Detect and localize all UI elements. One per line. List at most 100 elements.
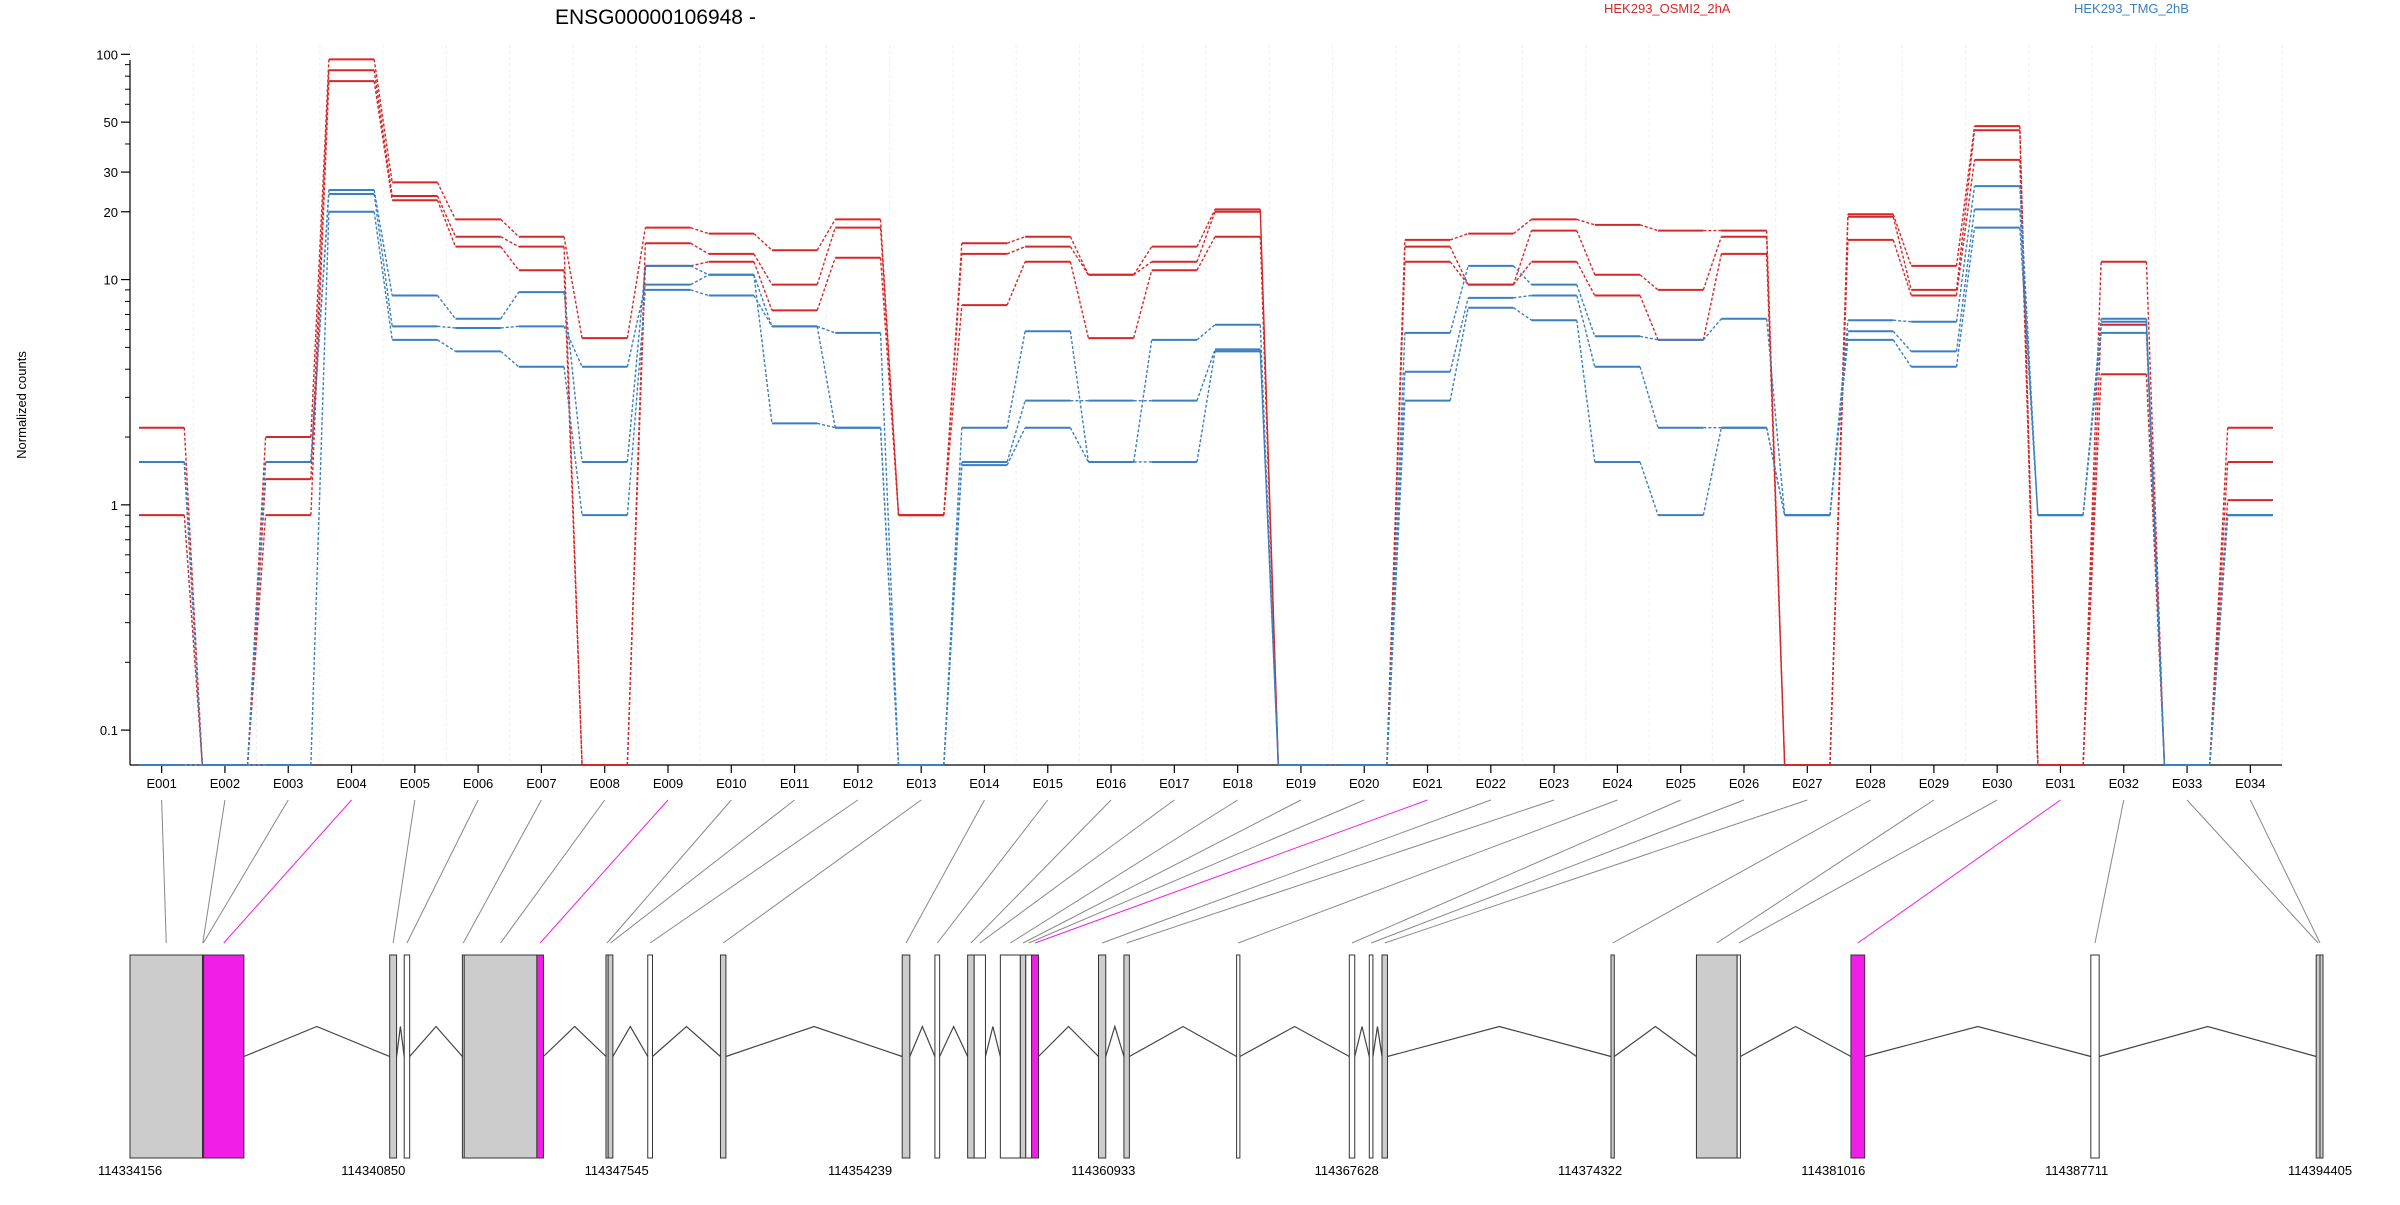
- x-tick-label-e001: E001: [146, 776, 176, 791]
- connector-e006: [406, 799, 479, 944]
- series-link: [1449, 297, 1469, 372]
- series-link: [500, 236, 520, 248]
- series-link: [879, 219, 900, 516]
- exon-box-e016: [967, 954, 975, 1159]
- x-tick-label-e032: E032: [2109, 776, 2139, 791]
- series-link: [2145, 318, 2166, 766]
- x-tick-label-e009: E009: [653, 776, 683, 791]
- data-series: [139, 58, 2273, 766]
- series-link: [1259, 209, 1279, 766]
- series-link: [817, 422, 836, 429]
- connector-e034: [2249, 799, 2321, 944]
- series-link: [690, 289, 709, 297]
- intron-e004: [243, 1025, 390, 1058]
- series-link: [373, 193, 393, 327]
- x-tick-label-e027: E027: [1792, 776, 1822, 791]
- series-hek293-tmg-2hb-replicate-3: [139, 185, 2273, 766]
- series-link: [1955, 227, 1976, 367]
- exon-box-e008: [463, 954, 538, 1159]
- intron-e028: [1613, 1025, 1697, 1057]
- exon-box-e033: [2315, 954, 2321, 1159]
- series-link: [1576, 295, 1596, 367]
- series-link: [1576, 218, 1595, 226]
- series-link: [373, 211, 393, 340]
- connector-e013: [722, 799, 922, 944]
- x-tick-label-e005: E005: [400, 776, 430, 791]
- x-tick-label-e006: E006: [463, 776, 493, 791]
- exon-box-e014: [901, 954, 911, 1159]
- series-link: [2209, 427, 2229, 766]
- exon-box-e023: [1123, 954, 1130, 1159]
- series-link: [1069, 246, 1090, 276]
- series-link: [1892, 216, 1912, 291]
- series-link: [2019, 209, 2039, 516]
- exon-box-e031: [1850, 954, 1866, 1159]
- connector-e015: [936, 799, 1049, 944]
- x-tick-label-e003: E003: [273, 776, 303, 791]
- series-link: [1639, 274, 1659, 291]
- series-link: [437, 339, 456, 352]
- series-link: [690, 227, 709, 235]
- exon-box-e034: [2319, 954, 2324, 1159]
- series-link: [1892, 330, 1912, 352]
- x-tick-label-e024: E024: [1602, 776, 1632, 791]
- legend-label-hek293-tmg-2hb: HEK293_TMG_2hB: [2074, 1, 2189, 16]
- series-link: [1829, 320, 1849, 516]
- connector-e018: [1010, 799, 1238, 944]
- series-link: [1449, 307, 1469, 401]
- series-link: [2082, 324, 2102, 766]
- series-link: [1196, 324, 1216, 341]
- connector-e024: [1238, 799, 1618, 944]
- series-link: [436, 182, 457, 220]
- connector-e001: [161, 799, 167, 944]
- x-tick-label-e023: E023: [1539, 776, 1569, 791]
- series-link: [1576, 261, 1596, 296]
- legend-label-hek293-osmi2-2ha: HEK293_OSMI2_2hA: [1604, 1, 1731, 16]
- series-link: [310, 189, 330, 463]
- series-link: [1829, 214, 1849, 766]
- exon-box-e024: [1236, 954, 1241, 1159]
- series-link: [690, 261, 709, 267]
- connector-e005: [392, 799, 416, 944]
- series-link: [1892, 339, 1912, 368]
- series-link: [1006, 246, 1026, 255]
- exon-box-e011: [607, 954, 614, 1159]
- connector-e029: [1716, 799, 1935, 944]
- x-tick-label-e004: E004: [336, 776, 366, 791]
- series-link: [183, 515, 203, 766]
- exon-box-e015: [934, 954, 941, 1159]
- series-link: [1449, 232, 1469, 241]
- exon-box-e027: [1381, 954, 1388, 1159]
- x-tick-label-e018: E018: [1222, 776, 1252, 791]
- series-link: [2209, 515, 2229, 766]
- series-link: [690, 242, 710, 255]
- series-link: [373, 189, 393, 296]
- x-tick-label-e031: E031: [2045, 776, 2075, 791]
- genome-coordinate-label: 114354239: [828, 1163, 892, 1178]
- x-tick-label-e025: E025: [1666, 776, 1696, 791]
- series-link: [1892, 214, 1912, 267]
- series-link: [753, 253, 773, 285]
- connector-e022: [1101, 799, 1491, 944]
- x-tick-label-e028: E028: [1855, 776, 1885, 791]
- intron-e031: [1864, 1025, 2091, 1058]
- series-link: [690, 265, 709, 276]
- series-link: [436, 195, 457, 237]
- series-link: [500, 350, 520, 368]
- intron-e026: [1372, 1026, 1383, 1057]
- series-link: [1133, 270, 1153, 339]
- series-link: [373, 70, 393, 197]
- exon-box-e030: [1736, 954, 1741, 1159]
- series-link: [1702, 253, 1723, 341]
- series-link: [183, 461, 203, 766]
- connector-e019: [1022, 799, 1302, 944]
- intron-e021: [1038, 1025, 1099, 1057]
- connector-e028: [1612, 799, 1871, 944]
- intron-e022: [1105, 1024, 1125, 1057]
- x-tick-label-e021: E021: [1412, 776, 1442, 791]
- series-link: [1639, 335, 1659, 341]
- x-tick-label-e002: E002: [210, 776, 240, 791]
- connector-e017: [979, 799, 1175, 944]
